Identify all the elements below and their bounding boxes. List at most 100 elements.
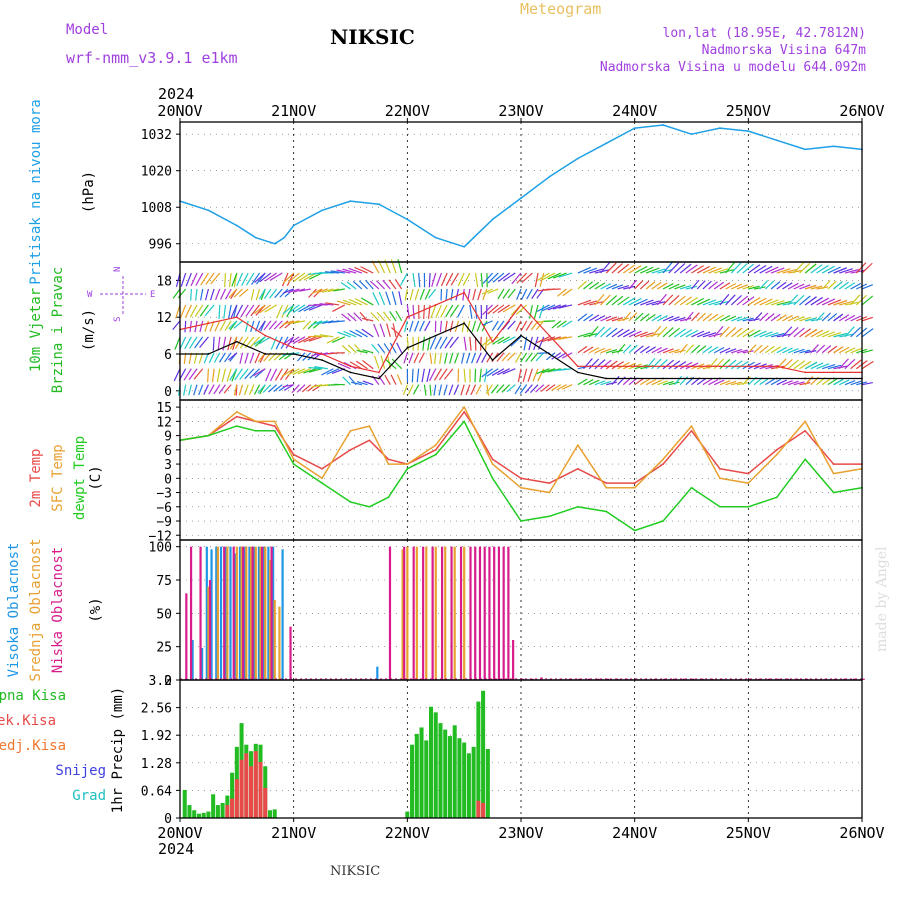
- wind-barb: [639, 280, 650, 290]
- wind-barb: [833, 332, 848, 338]
- wind-barb: [583, 346, 594, 354]
- wind-barb: [291, 384, 300, 394]
- data-point: [292, 353, 295, 355]
- wind-barb: [434, 352, 437, 364]
- wind-barb: [429, 384, 432, 396]
- wind-barb: [662, 294, 674, 306]
- wind-barb: [668, 327, 680, 338]
- wind-barb: [348, 298, 363, 306]
- wind-barb: [861, 328, 874, 338]
- wind-barb: [228, 288, 238, 298]
- wind-barb: [269, 272, 283, 281]
- wind-barb: [776, 379, 787, 386]
- bar: [777, 678, 780, 680]
- wind-barb: [782, 314, 793, 322]
- wind-barb: [713, 379, 725, 386]
- data-point: [576, 505, 579, 508]
- wind-barb: [713, 314, 725, 322]
- wind-barb: [622, 311, 632, 322]
- wind-barb: [583, 281, 594, 290]
- wind-barb: [594, 282, 606, 290]
- data-point: [662, 365, 664, 368]
- bar: [463, 546, 466, 680]
- wind-barb: [713, 346, 725, 354]
- wind-barb: [350, 381, 362, 386]
- wind-barb: [719, 293, 730, 306]
- x-tick-label-top: 20NOV: [157, 102, 202, 120]
- wind-barb: [309, 272, 323, 280]
- wind-barb: [617, 343, 626, 354]
- data-point: [747, 377, 750, 380]
- data-point: [349, 365, 352, 368]
- bar: [245, 546, 248, 680]
- wind-barb: [577, 378, 588, 386]
- bar: [414, 733, 419, 818]
- bar: [444, 546, 447, 680]
- wind-barb: [360, 266, 374, 274]
- wind-barb: [810, 318, 823, 322]
- wind-barb: [606, 348, 618, 354]
- wind-barb: [501, 352, 511, 362]
- wind-barb: [776, 346, 787, 354]
- data-point: [368, 505, 371, 508]
- wind-barb: [628, 344, 638, 354]
- data-point: [273, 429, 276, 432]
- wind-barb: [793, 360, 806, 370]
- wind-barb: [668, 360, 681, 370]
- wind-barb: [227, 336, 232, 351]
- wind-barb: [552, 304, 567, 310]
- wind-barb: [443, 368, 454, 380]
- wind-barb: [708, 357, 718, 370]
- bar: [476, 701, 481, 818]
- wind-barb: [264, 272, 277, 282]
- wind-barb: [431, 272, 437, 287]
- wind-barb: [696, 298, 711, 306]
- wind-barb: [827, 378, 838, 386]
- wind-barb: [515, 304, 528, 315]
- bar: [796, 678, 799, 680]
- compass-s: S: [113, 317, 123, 322]
- bar: [507, 546, 510, 680]
- data-point: [292, 458, 295, 461]
- data-point: [548, 175, 551, 178]
- wind-barb: [184, 320, 187, 333]
- wind-barb: [600, 348, 612, 354]
- bar: [450, 546, 453, 680]
- wind-barb: [466, 320, 471, 333]
- bar: [263, 787, 268, 818]
- wind-barb: [481, 352, 488, 363]
- wind-barb: [189, 336, 198, 349]
- ylabel-wind-units: (m/s): [81, 309, 97, 351]
- x-tick-label-bottom: 23NOV: [498, 824, 543, 842]
- wind-barb: [439, 320, 443, 333]
- wind-barb: [199, 304, 209, 317]
- wind-barb: [298, 336, 311, 344]
- wind-barb: [195, 272, 204, 286]
- wind-barb: [679, 285, 692, 290]
- wind-barb: [390, 327, 403, 338]
- wind-compass: N W E S: [87, 267, 155, 322]
- wind-barb: [218, 304, 221, 319]
- wind-barb: [273, 320, 283, 330]
- wind-barb: [292, 336, 306, 345]
- wind-barb: [668, 262, 680, 274]
- data-point: [472, 236, 475, 239]
- wind-barb: [259, 304, 272, 314]
- wind-barb: [736, 295, 749, 306]
- y-tick-label: 1.92: [141, 729, 172, 744]
- data-point: [520, 477, 522, 480]
- wind-barb: [770, 300, 785, 306]
- compass-w: W: [87, 290, 93, 300]
- bar: [481, 802, 486, 818]
- data-point: [368, 439, 371, 442]
- data-point: [321, 467, 323, 470]
- bar: [192, 810, 197, 818]
- data-point: [491, 359, 494, 362]
- wind-barb: [833, 346, 844, 354]
- wind-barb: [371, 260, 380, 274]
- wind-barb: [714, 268, 728, 274]
- data-point: [406, 463, 409, 465]
- wind-barb: [481, 368, 493, 378]
